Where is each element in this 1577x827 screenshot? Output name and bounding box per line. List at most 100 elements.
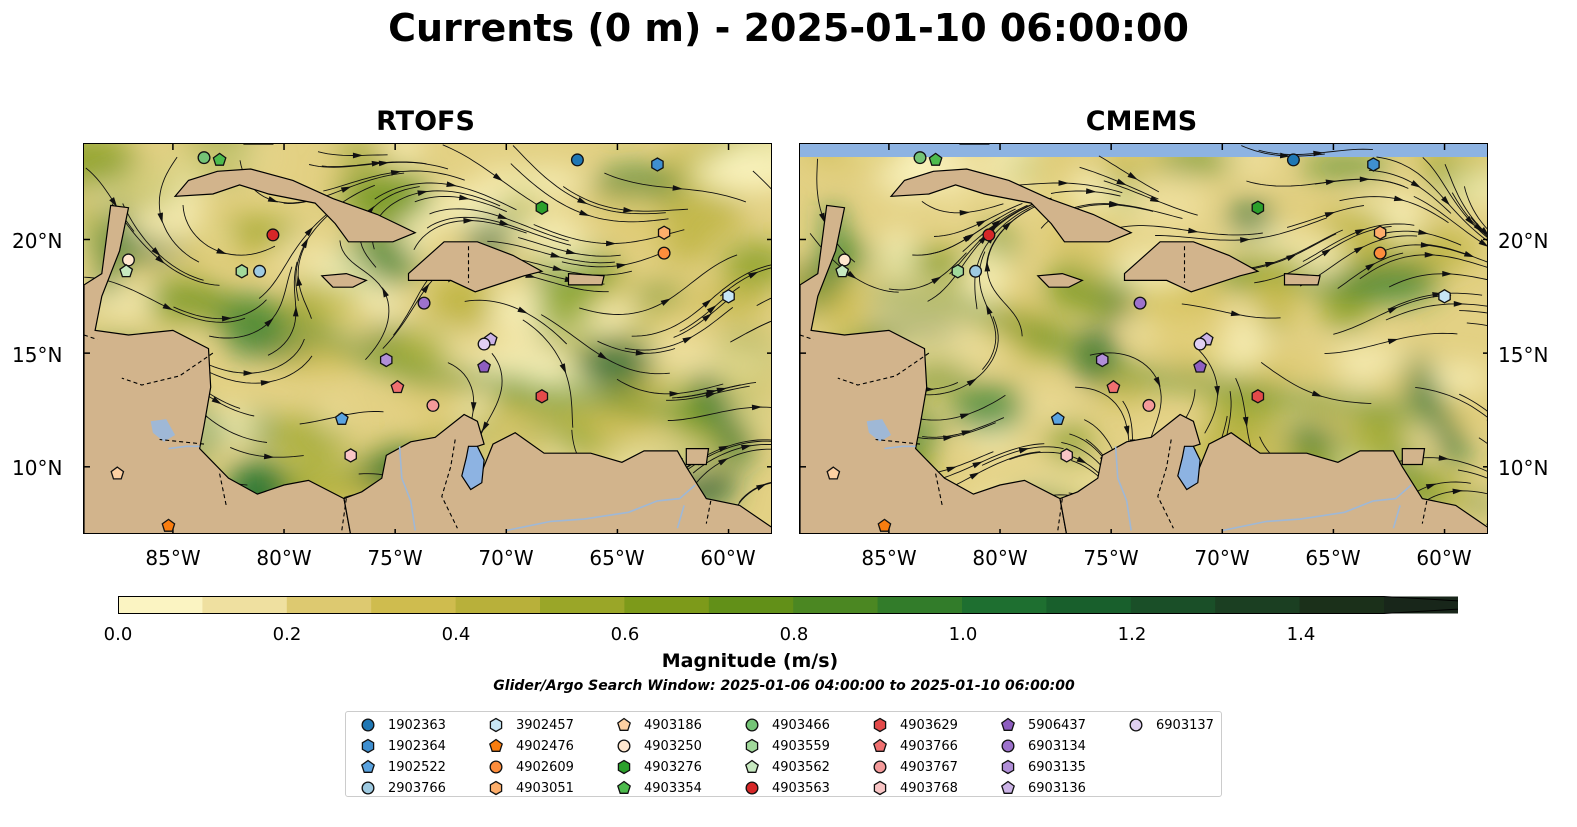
lon-tick-label: 70°W xyxy=(478,546,534,570)
float-marker-1902522[interactable] xyxy=(1050,411,1065,425)
map-cmems[interactable] xyxy=(799,143,1488,534)
legend-swatch[interactable] xyxy=(1001,717,1015,731)
float-marker-4903629[interactable] xyxy=(1251,389,1265,404)
legend-swatch[interactable] xyxy=(361,781,375,795)
float-marker-4902609[interactable] xyxy=(1373,246,1387,260)
float-marker-1902522[interactable] xyxy=(334,411,349,425)
legend-swatch[interactable] xyxy=(361,738,375,754)
float-marker-3902457[interactable] xyxy=(1438,289,1451,304)
float-marker-2903766[interactable] xyxy=(969,264,983,278)
float-marker-4903051[interactable] xyxy=(1373,225,1387,240)
legend-swatch[interactable] xyxy=(873,780,887,796)
legend-swatch[interactable] xyxy=(489,760,503,774)
legend-swatch[interactable] xyxy=(745,718,759,732)
legend-swatch[interactable] xyxy=(873,738,887,752)
float-marker-4903562[interactable] xyxy=(119,263,134,278)
legend-swatch[interactable] xyxy=(1129,718,1143,732)
float-marker-3902457[interactable] xyxy=(722,289,735,304)
float-marker-4903768[interactable] xyxy=(1060,448,1073,463)
float-marker-4903276[interactable] xyxy=(535,200,549,215)
legend-item: 6903136 xyxy=(1000,778,1086,798)
float-marker-4903629[interactable] xyxy=(535,389,549,404)
legend-item: 6903135 xyxy=(1000,757,1086,777)
legend-swatch[interactable] xyxy=(873,760,887,774)
float-marker-4903767[interactable] xyxy=(1142,398,1156,412)
float-marker-1902363[interactable] xyxy=(1286,153,1300,167)
lon-tick-label: 85°W xyxy=(861,546,917,570)
legend-swatch[interactable] xyxy=(617,759,631,775)
legend-swatch[interactable] xyxy=(1001,759,1015,775)
legend-item: 4903354 xyxy=(616,778,702,798)
legend-swatch[interactable] xyxy=(489,738,503,752)
float-marker-4903766[interactable] xyxy=(1106,379,1121,394)
float-marker-4903466[interactable] xyxy=(913,151,927,165)
float-marker-4903186[interactable] xyxy=(110,466,125,480)
float-marker-4903354[interactable] xyxy=(212,152,227,166)
pentagon-marker-icon xyxy=(361,759,375,773)
float-marker-4903559[interactable] xyxy=(235,264,249,279)
float-marker-1902364[interactable] xyxy=(1367,157,1380,172)
float-marker-4903766[interactable] xyxy=(390,379,405,394)
float-marker-5906437[interactable] xyxy=(1193,359,1207,373)
legend-swatch[interactable] xyxy=(1001,780,1015,794)
float-marker-4903563[interactable] xyxy=(266,228,280,242)
float-marker-4903186[interactable] xyxy=(826,466,841,480)
float-marker-1902364[interactable] xyxy=(651,157,664,172)
colorbar-label: Magnitude (m/s) xyxy=(661,650,839,672)
float-marker-1902363[interactable] xyxy=(570,153,584,167)
legend-swatch[interactable] xyxy=(745,738,759,754)
map-rtofs[interactable] xyxy=(83,143,772,534)
country-border xyxy=(159,438,205,445)
legend-swatch[interactable] xyxy=(1001,739,1015,753)
float-marker-4903768[interactable] xyxy=(344,448,357,463)
legend-swatch[interactable] xyxy=(617,717,631,731)
colorbar-segment xyxy=(1046,596,1132,614)
legend-swatch[interactable] xyxy=(489,780,503,796)
float-marker-6903135[interactable] xyxy=(379,352,393,368)
landmass-hispaniola xyxy=(407,241,544,293)
colorbar-tick-label: 0.0 xyxy=(103,624,133,645)
colorbar-extend-arrow xyxy=(1384,596,1529,614)
circle-marker-icon xyxy=(617,739,631,753)
float-marker-6903134[interactable] xyxy=(1133,296,1147,310)
float-marker-4903276[interactable] xyxy=(1251,200,1265,215)
float-marker-4903051[interactable] xyxy=(657,225,671,240)
map-canvas xyxy=(84,144,771,533)
float-marker-6903137[interactable] xyxy=(1193,337,1207,351)
float-marker-4902609[interactable] xyxy=(657,246,671,260)
float-marker-4903563[interactable] xyxy=(982,228,996,242)
legend-swatch[interactable] xyxy=(745,781,759,795)
float-marker-4903767[interactable] xyxy=(426,398,440,412)
float-marker-5906437[interactable] xyxy=(477,359,491,373)
float-marker-6903135[interactable] xyxy=(1095,352,1109,368)
river xyxy=(506,500,658,532)
lon-tick-label: 65°W xyxy=(589,546,645,570)
river xyxy=(884,445,916,450)
float-marker-4903354[interactable] xyxy=(928,152,943,166)
float-marker-4903562[interactable] xyxy=(835,263,850,278)
legend-swatch[interactable] xyxy=(873,717,887,733)
float-marker-4902476[interactable] xyxy=(877,518,892,532)
legend-swatch[interactable] xyxy=(617,739,631,753)
legend-swatch[interactable] xyxy=(361,718,375,732)
float-marker-4903559[interactable] xyxy=(951,264,965,279)
legend-item: 2903766 xyxy=(360,778,446,798)
float-marker-6903137[interactable] xyxy=(477,337,491,351)
legend-swatch[interactable] xyxy=(489,717,503,733)
legend-swatch[interactable] xyxy=(361,759,375,773)
float-marker-4903466[interactable] xyxy=(197,151,211,165)
pentagon-marker-icon xyxy=(1001,780,1015,794)
float-marker-4903250[interactable] xyxy=(121,253,135,267)
float-marker-6903134[interactable] xyxy=(417,296,431,310)
hexagon-marker-icon xyxy=(1001,759,1015,775)
hexagon-marker-icon xyxy=(873,780,887,796)
float-marker-4902476[interactable] xyxy=(161,518,176,532)
legend-swatch[interactable] xyxy=(745,759,759,773)
legend-label: 4903629 xyxy=(900,717,958,733)
pentagon-marker-icon xyxy=(1001,717,1015,731)
float-marker-4903250[interactable] xyxy=(837,253,851,267)
legend-label: 3902457 xyxy=(516,717,574,733)
colorbar-tick-label: 1.0 xyxy=(948,624,978,645)
float-marker-2903766[interactable] xyxy=(253,264,267,278)
legend-swatch[interactable] xyxy=(617,780,631,794)
